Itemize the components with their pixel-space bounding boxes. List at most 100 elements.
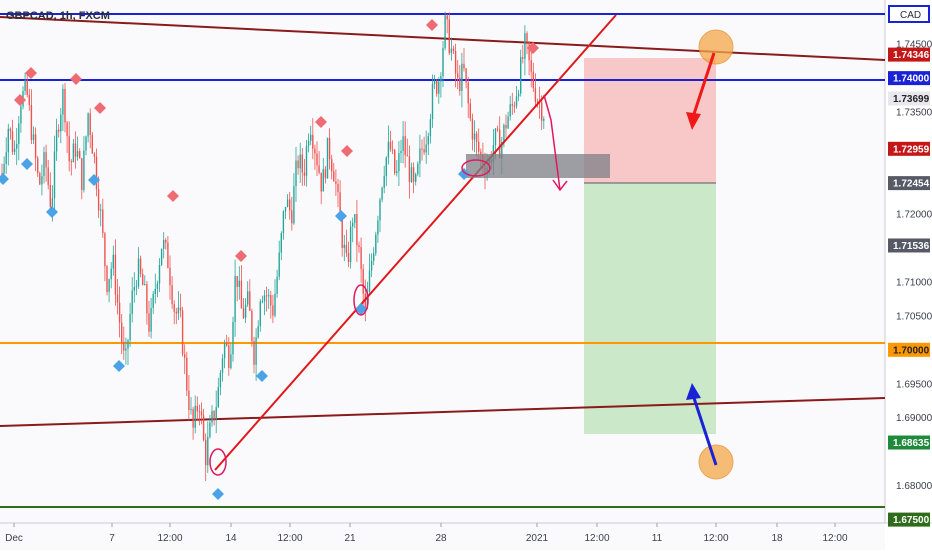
- x-tick-label: Dec: [5, 533, 23, 544]
- candle-body: [43, 152, 45, 177]
- price-tag-label: 1.71536: [893, 241, 930, 252]
- candle-body: [64, 88, 66, 123]
- candle-body: [339, 192, 341, 219]
- candle-body: [194, 405, 196, 428]
- mid-circle-annotation[interactable]: [353, 284, 369, 316]
- candle-body: [301, 154, 303, 173]
- candle-body: [39, 173, 41, 185]
- candle-body: [297, 160, 299, 169]
- x-tick-label: 12:00: [277, 533, 302, 544]
- candle-body: [209, 422, 211, 438]
- candle-body: [450, 48, 453, 54]
- candle-body: [261, 301, 264, 303]
- candle-body: [45, 152, 47, 168]
- candle-body: [169, 267, 171, 286]
- retest-circle-annotation[interactable]: [461, 159, 491, 177]
- candle-body: [307, 140, 310, 146]
- pivot-low-marker: [212, 488, 224, 500]
- candle-body: [509, 104, 511, 117]
- candle-body: [26, 80, 28, 95]
- y-tick-label: 1.74500: [896, 40, 932, 51]
- candle-body: [459, 77, 461, 91]
- candle-body: [255, 337, 257, 365]
- candle-body: [278, 252, 280, 277]
- candle-body: [121, 322, 123, 343]
- candle-body: [24, 80, 26, 92]
- candles-group: [1, 11, 545, 481]
- lower-channel-line[interactable]: [0, 397, 886, 427]
- upper-channel-line[interactable]: [0, 16, 886, 61]
- y-tick-label: 1.68000: [896, 481, 932, 492]
- candle-body: [72, 143, 75, 163]
- candle-body: [62, 88, 64, 115]
- candle-body: [389, 141, 392, 150]
- pivot-low-marker: [46, 206, 58, 218]
- pivot-high-marker: [14, 94, 26, 106]
- candle-body: [522, 57, 524, 59]
- consolidation-box[interactable]: [466, 154, 610, 178]
- candle-body: [446, 15, 448, 20]
- price-tag-label: 1.74000: [893, 74, 930, 85]
- candle-body: [381, 187, 383, 200]
- candle-body: [223, 343, 226, 359]
- candle-body: [18, 123, 20, 144]
- candle-body: [316, 153, 318, 166]
- candle-body: [32, 134, 35, 140]
- candle-body: [93, 153, 96, 157]
- candle-body: [148, 313, 150, 332]
- candle-body: [102, 209, 104, 234]
- price-tag: [888, 71, 930, 86]
- pivot-high-marker: [527, 42, 539, 54]
- candle-body: [259, 301, 261, 327]
- candle-body: [123, 342, 125, 351]
- candle-body: [410, 167, 413, 183]
- candle-body: [30, 104, 33, 140]
- candle-body: [471, 118, 474, 140]
- sell-arrow[interactable]: [691, 52, 716, 118]
- candle-body: [524, 33, 526, 59]
- candle-body: [240, 280, 243, 309]
- candle-body: [137, 258, 140, 287]
- candle-body: [131, 290, 133, 314]
- candle-body: [318, 165, 320, 173]
- candle-body: [251, 310, 253, 342]
- rising-trendline[interactable]: [214, 14, 617, 471]
- candle-body: [5, 152, 7, 164]
- candle-body: [3, 163, 5, 174]
- candle-body: [362, 269, 364, 294]
- price-axis[interactable]: 1.74500 1.73500 1.72000 1.71000 1.70500 1.695…: [896, 40, 932, 492]
- candle-body: [352, 222, 354, 227]
- candle-body: [186, 357, 188, 391]
- candle-body: [528, 42, 530, 61]
- candle-body: [213, 411, 215, 420]
- candle-body: [28, 94, 30, 105]
- candle-body: [163, 239, 165, 249]
- candle-body: [406, 155, 408, 157]
- candle-body: [89, 113, 91, 135]
- candle-body: [354, 214, 356, 223]
- candle-body: [469, 103, 471, 119]
- low-circle-annotation[interactable]: [209, 448, 227, 476]
- y-tick-label: 1.70500: [896, 311, 932, 322]
- pivot-low-marker: [0, 173, 9, 185]
- buy-arrow[interactable]: [692, 397, 718, 466]
- candle-body: [303, 172, 306, 176]
- projection-arrow[interactable]: [543, 94, 561, 191]
- candle-body: [454, 50, 457, 74]
- candle-body: [55, 129, 58, 152]
- candle-body: [221, 358, 224, 373]
- candle-body: [543, 118, 545, 121]
- candle-body: [473, 133, 476, 140]
- candle-body: [7, 128, 9, 153]
- candle-body: [499, 129, 501, 159]
- top-target-circle[interactable]: [698, 29, 734, 65]
- candle-body: [146, 284, 148, 314]
- candle-body: [129, 313, 131, 341]
- candle-body: [396, 171, 398, 174]
- pivot-high-marker: [235, 250, 247, 262]
- currency-badge[interactable]: [890, 7, 928, 21]
- candle-body: [515, 96, 518, 107]
- time-axis[interactable]: Dec 7 12:00 14 12:00 21 28 2021 12:00 11 12:00 18 12…: [5, 523, 848, 544]
